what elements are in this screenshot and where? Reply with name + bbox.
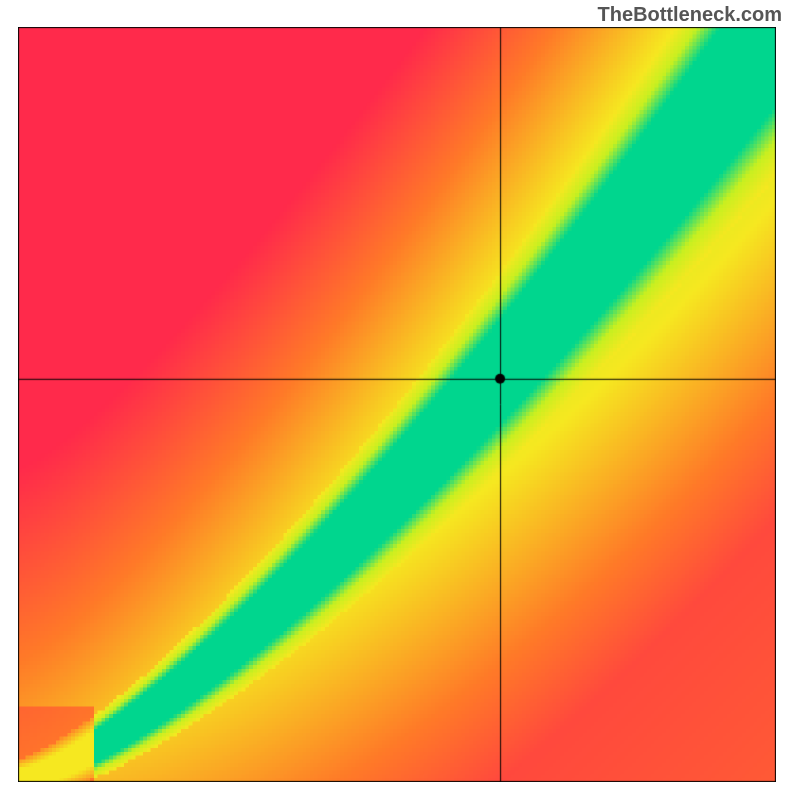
crosshair-overlay (18, 27, 776, 782)
heatmap-plot (18, 27, 776, 782)
watermark-text: TheBottleneck.com (598, 4, 782, 27)
chart-container: TheBottleneck.com (0, 0, 800, 800)
